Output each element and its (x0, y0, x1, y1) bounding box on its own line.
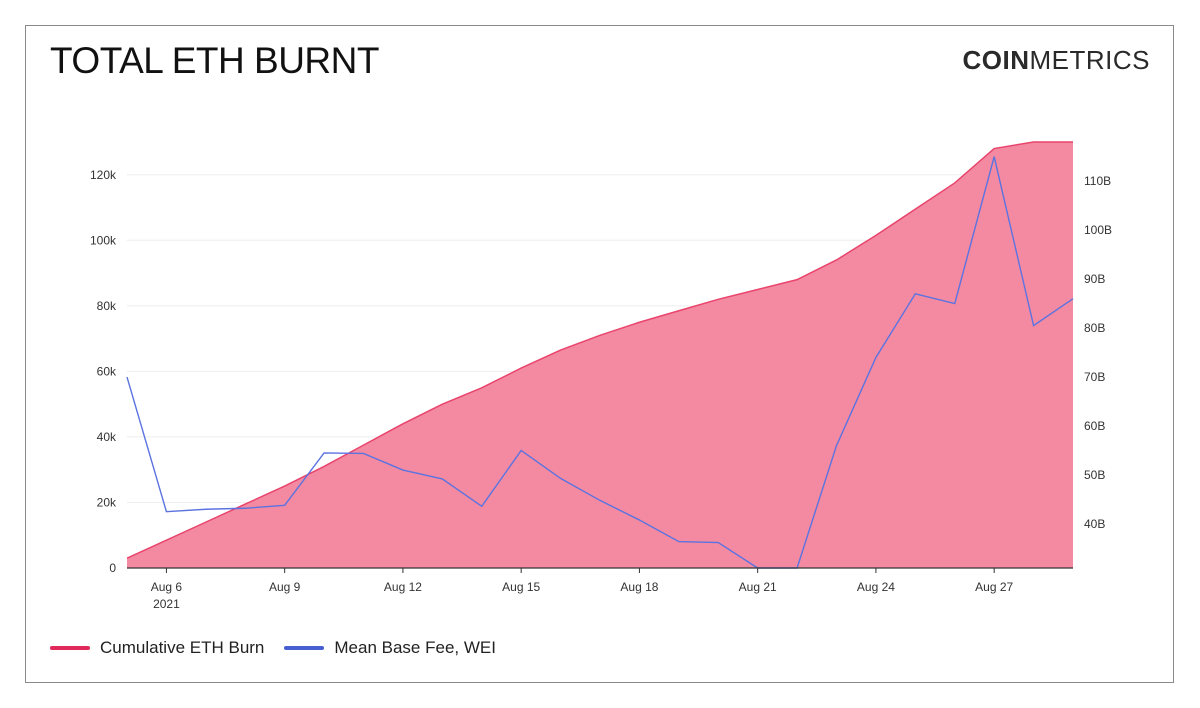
y-left-tick-label: 100k (90, 233, 117, 247)
y-left-tick-label: 60k (97, 364, 117, 378)
series-cumulative-eth-burn (126, 141, 1073, 568)
y-right-tick-label: 100B (1084, 223, 1112, 237)
y-left-tick-label: 20k (97, 495, 117, 509)
legend: Cumulative ETH Burn Mean Base Fee, WEI (50, 638, 496, 658)
y-right-tick-label: 110B (1084, 174, 1111, 188)
y-right-tick-label: 50B (1084, 468, 1105, 482)
legend-swatch (284, 646, 325, 650)
brand-logo-light: METRICS (1029, 45, 1150, 75)
y-right-tick-label: 80B (1084, 321, 1105, 335)
page-title: TOTAL ETH BURNT (50, 40, 379, 81)
brand-logo: COINMETRICS (963, 45, 1151, 76)
y-left-tick-label: 120k (90, 168, 117, 182)
x-tick-label: Aug 24 (857, 580, 895, 594)
legend-item: Mean Base Fee, WEI (284, 638, 496, 658)
legend-label: Mean Base Fee, WEI (334, 638, 496, 657)
y-right-tick-label: 90B (1084, 272, 1105, 286)
y-left-tick-label: 80k (97, 299, 117, 313)
x-tick-sublabel: 2021 (153, 597, 180, 611)
y-right-tick-label: 40B (1084, 517, 1105, 531)
legend-item: Cumulative ETH Burn (50, 638, 264, 658)
y-left-tick-label: 0 (109, 561, 116, 575)
fee-line (126, 156, 1074, 569)
y-right-tick-label: 60B (1084, 419, 1105, 433)
x-tick-label: Aug 6 (151, 580, 183, 594)
brand-logo-bold: COIN (962, 45, 1030, 75)
area-fill (127, 142, 1073, 568)
x-tick-label: Aug 21 (739, 580, 777, 594)
legend-swatch (50, 646, 90, 650)
axes: 0 20k 40k 60k 80k 100k 120k 40B 50B 60B 70B 80B 90B 1… (90, 168, 1112, 611)
area-top-line (126, 141, 1073, 559)
x-tick-label: Aug 18 (620, 580, 658, 594)
x-tick-label: Aug 27 (975, 580, 1013, 594)
series-mean-base-fee (126, 156, 1074, 569)
x-tick-label: Aug 12 (384, 580, 422, 594)
legend-label: Cumulative ETH Burn (100, 638, 265, 657)
x-tick-label: Aug 15 (502, 580, 540, 594)
x-tick-label: Aug 9 (269, 580, 301, 594)
y-right-tick-label: 70B (1084, 370, 1105, 384)
y-left-tick-label: 40k (97, 430, 117, 444)
